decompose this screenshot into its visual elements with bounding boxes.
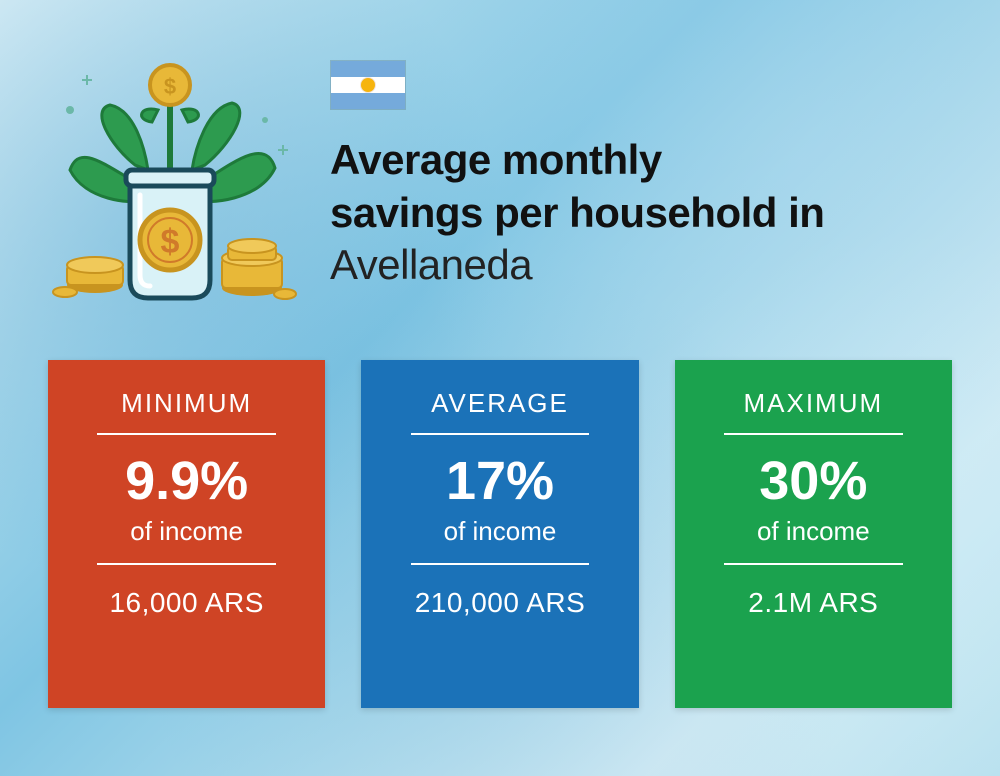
page-title: Average monthly savings per household in…: [330, 134, 940, 292]
card-percent: 9.9%: [125, 453, 248, 510]
card-divider: [97, 433, 276, 435]
card-sub: of income: [130, 516, 243, 547]
card-label: AVERAGE: [431, 388, 569, 419]
header: $ $: [0, 0, 1000, 340]
stat-card-maximum: MAXIMUM 30% of income 2.1M ARS: [675, 360, 952, 708]
card-sub: of income: [444, 516, 557, 547]
card-sub: of income: [757, 516, 870, 547]
card-divider: [724, 433, 903, 435]
card-amount: 2.1M ARS: [748, 587, 878, 619]
title-line-1: Average monthly: [330, 136, 662, 183]
card-divider: [724, 563, 903, 565]
card-divider: [411, 563, 590, 565]
stat-card-minimum: MINIMUM 9.9% of income 16,000 ARS: [48, 360, 325, 708]
svg-text:$: $: [161, 223, 180, 261]
title-block: Average monthly savings per household in…: [330, 50, 940, 292]
savings-illustration: $ $: [40, 50, 300, 310]
card-percent: 17%: [446, 453, 554, 510]
title-location: Avellaneda: [330, 241, 532, 288]
svg-text:$: $: [164, 74, 176, 99]
title-line-2: savings per household in: [330, 189, 824, 236]
card-divider: [97, 563, 276, 565]
card-divider: [411, 433, 590, 435]
card-amount: 16,000 ARS: [109, 587, 263, 619]
card-amount: 210,000 ARS: [415, 587, 586, 619]
card-percent: 30%: [759, 453, 867, 510]
card-label: MINIMUM: [121, 388, 252, 419]
argentina-flag-icon: [330, 60, 406, 110]
stat-card-average: AVERAGE 17% of income 210,000 ARS: [361, 360, 638, 708]
stat-cards-row: MINIMUM 9.9% of income 16,000 ARS AVERAG…: [0, 340, 1000, 708]
card-label: MAXIMUM: [743, 388, 883, 419]
